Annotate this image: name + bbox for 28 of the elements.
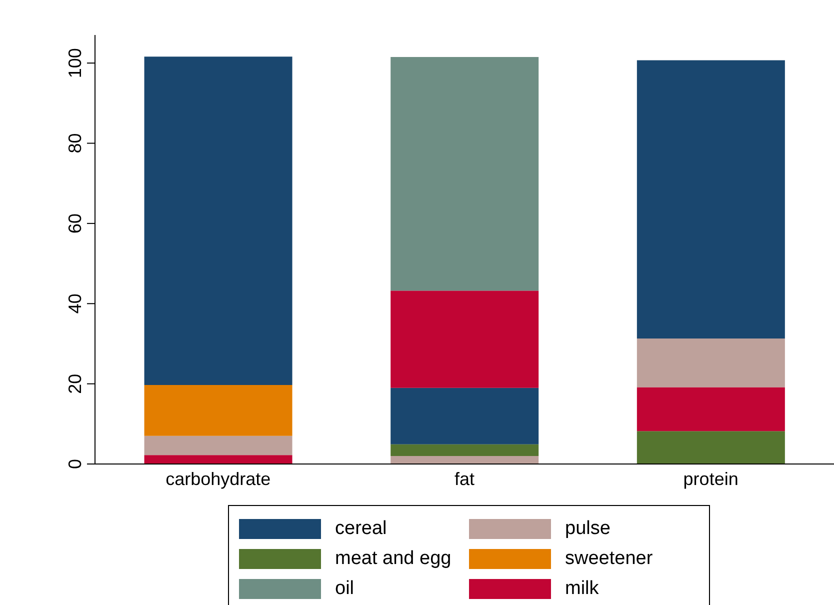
legend-label: oil <box>335 578 354 600</box>
bar <box>390 444 539 456</box>
bar <box>144 436 292 456</box>
bar <box>636 387 785 432</box>
x-tick-label: fat <box>454 468 475 489</box>
bar <box>144 385 292 436</box>
x-tick-label: protein <box>683 468 738 489</box>
legend-label: cereal <box>335 518 387 540</box>
legend-label: sweetener <box>565 548 653 570</box>
bar <box>390 57 539 291</box>
legend-label: pulse <box>565 518 610 540</box>
bar <box>144 56 292 386</box>
bar <box>390 388 539 444</box>
y-tick-label: 60 <box>65 213 85 234</box>
y-tick-label: 0 <box>65 458 85 470</box>
bar <box>390 290 539 388</box>
y-tick-label: 80 <box>65 133 85 154</box>
x-tick-label: carbohydrate <box>166 468 271 489</box>
bar <box>636 60 785 339</box>
y-tick-label: 40 <box>65 294 85 314</box>
legend-label: meat and egg <box>335 548 452 570</box>
y-tick-label: 20 <box>65 374 85 394</box>
bar <box>390 456 539 464</box>
bar <box>144 455 292 464</box>
bar <box>636 431 785 464</box>
legend-label: milk <box>565 578 599 600</box>
y-tick-label: 100 <box>65 48 85 78</box>
bar <box>636 338 785 388</box>
